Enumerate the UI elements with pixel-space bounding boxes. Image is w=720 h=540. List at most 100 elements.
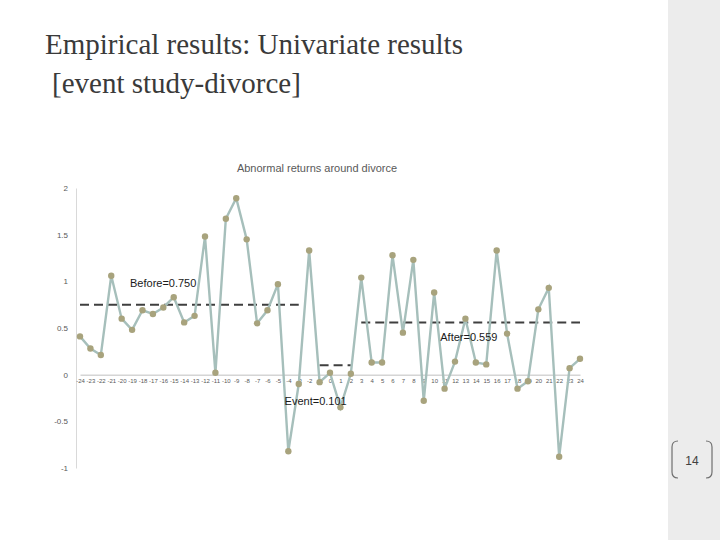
marker: [285, 448, 291, 454]
x-tick-label: -18: [139, 378, 148, 384]
marker: [77, 333, 83, 339]
marker: [223, 216, 229, 222]
x-tick-label: 8: [412, 378, 416, 384]
marker: [483, 361, 489, 367]
marker: [233, 195, 239, 201]
marker: [243, 236, 249, 242]
x-tick: -7: [255, 375, 261, 384]
marker: [160, 304, 166, 310]
x-tick-label: -11: [212, 378, 221, 384]
x-tick: -16: [159, 375, 168, 384]
x-tick: 12: [452, 375, 459, 384]
x-tick-label: -16: [159, 378, 168, 384]
side-band: [668, 0, 720, 540]
x-tick-label: -7: [255, 378, 261, 384]
x-tick: -21: [107, 375, 116, 384]
x-tick: -12: [201, 375, 210, 384]
marker: [150, 311, 156, 317]
marker: [431, 289, 437, 295]
x-tick-label: 7: [402, 378, 406, 384]
x-tick-label: 15: [483, 378, 490, 384]
x-tick: -5: [276, 375, 282, 384]
marker: [556, 454, 562, 460]
x-tick-label: 3: [360, 378, 364, 384]
marker: [129, 327, 135, 333]
marker: [118, 315, 124, 321]
marker: [264, 307, 270, 313]
x-tick: 6: [391, 375, 395, 384]
x-tick: -17: [149, 375, 158, 384]
y-tick-label: -0.5: [54, 417, 68, 426]
marker: [181, 319, 187, 325]
x-tick: -2: [307, 375, 313, 384]
mean-line: [361, 321, 580, 323]
x-tick: -24: [76, 375, 85, 384]
marker: [525, 378, 531, 384]
x-tick: 3: [360, 375, 364, 384]
x-tick-label: -2: [307, 378, 313, 384]
marker: [379, 359, 385, 365]
x-tick-label: -13: [191, 378, 200, 384]
marker: [504, 330, 510, 336]
x-tick: 4: [370, 375, 374, 384]
x-tick: 16: [494, 375, 501, 384]
marker: [493, 247, 499, 253]
x-tick-label: 22: [556, 378, 563, 384]
x-tick-label: 14: [473, 378, 480, 384]
x-tick: -15: [170, 375, 179, 384]
x-tick-label: -22: [97, 378, 106, 384]
x-tick-label: 4: [370, 378, 374, 384]
marker: [275, 281, 281, 287]
x-tick-label: -6: [265, 378, 271, 384]
x-tick: 14: [473, 375, 480, 384]
x-tick: 8: [412, 375, 416, 384]
x-tick-label: 10: [431, 378, 438, 384]
x-tick: -14: [180, 375, 189, 384]
mean-label: Before=0.750: [130, 277, 196, 289]
x-tick-label: 1: [339, 378, 343, 384]
marker: [316, 379, 322, 385]
marker: [400, 329, 406, 335]
marker: [462, 315, 468, 321]
x-tick-label: 17: [504, 378, 511, 384]
slide: Empirical results: Univariate results[ev…: [0, 0, 720, 540]
x-tick-label: 5: [381, 378, 385, 384]
x-tick-label: -10: [222, 378, 231, 384]
x-tick: 10: [431, 375, 438, 384]
y-tick: -1: [61, 464, 76, 473]
x-tick: -4: [286, 375, 292, 384]
x-tick-label: -20: [118, 378, 127, 384]
x-tick: -23: [87, 375, 96, 384]
y-tick-label: 2: [64, 184, 69, 193]
x-tick: -19: [128, 375, 137, 384]
x-tick: 24: [577, 375, 584, 384]
x-tick: 15: [483, 375, 490, 384]
y-tick: 1: [64, 277, 76, 286]
series-line: [80, 198, 580, 457]
marker: [212, 370, 218, 376]
marker: [98, 352, 104, 358]
x-tick: -22: [97, 375, 106, 384]
y-tick-label: -1: [61, 464, 69, 473]
marker: [410, 257, 416, 263]
chart-title: Abnormal returns around divorce: [237, 162, 397, 174]
x-tick-label: 12: [452, 378, 459, 384]
marker: [108, 273, 114, 279]
page-number: 14: [685, 454, 699, 468]
x-tick-label: -19: [128, 378, 137, 384]
slide-title: Empirical results: Univariate results: [45, 28, 463, 60]
marker: [348, 371, 354, 377]
bracket-left: [672, 441, 678, 478]
x-tick-label: -14: [180, 378, 189, 384]
marker: [577, 356, 583, 362]
marker: [546, 285, 552, 291]
x-tick-label: 16: [494, 378, 501, 384]
page-number-box: 14: [672, 441, 712, 478]
marker: [327, 370, 333, 376]
y-axis-line: [76, 189, 77, 469]
x-tick: 13: [463, 375, 470, 384]
x-tick: -13: [191, 375, 200, 384]
y-tick: 0.5: [57, 324, 76, 333]
marker: [421, 398, 427, 404]
marker: [191, 313, 197, 319]
